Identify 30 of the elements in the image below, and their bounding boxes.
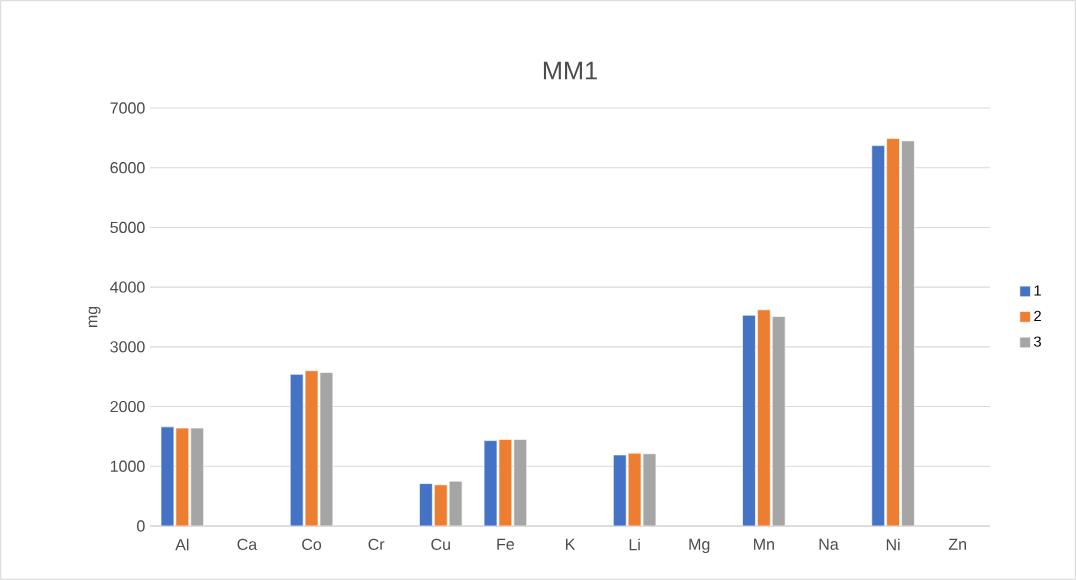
y-tick-label: 6000 [110,162,145,174]
x-tick-label: Zn [948,538,966,550]
y-tick-label: 0 [137,520,145,532]
y-tick-label: 2000 [110,400,145,413]
bar [513,439,528,526]
y-axis-title: mg [88,306,101,328]
x-tick-label: Mg [689,538,710,554]
legend-label: 1 [1034,285,1041,296]
x-tick-label: Al [175,538,189,551]
y-tick-label: 4000 [110,281,145,293]
bar [190,427,204,526]
x-tick-label: Li [629,538,640,551]
y-tick-label: 3000 [110,341,145,353]
y-tick-label: 5000 [110,221,145,234]
x-tick-label: Mn [754,538,774,550]
y-tick-label: 1000 [110,460,145,472]
bar [901,140,915,526]
x-tick-label: Ca [237,538,258,551]
chart-title: MM1 [543,61,597,80]
y-tick-label: 7000 [110,102,145,114]
legend-label: 2 [1034,310,1041,322]
bar [771,316,786,526]
x-tick-label: Fe [497,538,514,550]
x-tick-label: Co [302,538,322,551]
x-tick-label: K [565,538,576,550]
x-tick-label: Na [819,538,839,550]
x-tick-label: Cu [431,538,450,551]
x-tick-label: Cr [368,538,385,551]
x-tick-label: Ni [886,538,900,551]
legend-label: 3 [1034,336,1041,347]
